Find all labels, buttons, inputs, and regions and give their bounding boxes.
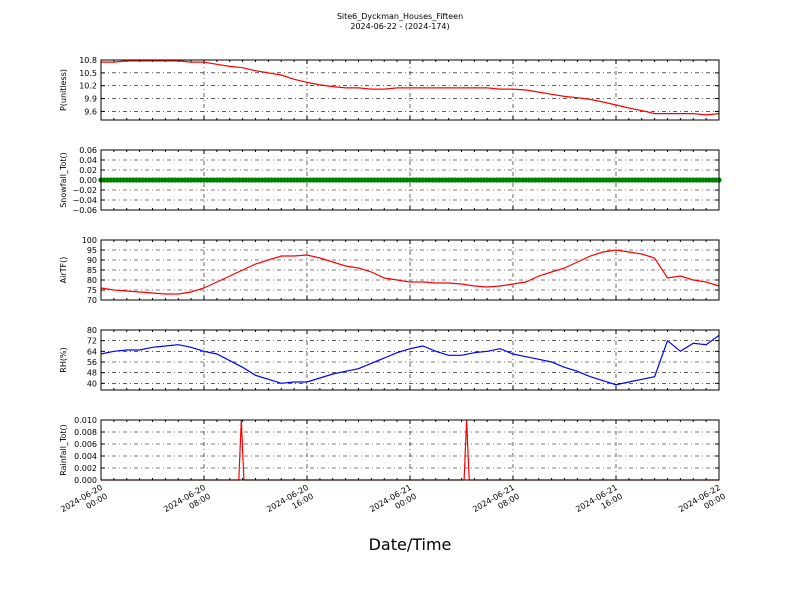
- panel-frame: [100, 419, 720, 481]
- y-tick-label: 0.04: [79, 156, 97, 165]
- y-tick-label: 90: [87, 256, 97, 265]
- series-line: [101, 60, 720, 116]
- y-tick-label: 0.00: [79, 176, 97, 185]
- series-line: [100, 334, 720, 386]
- chart-panels: 10.810.510.29.99.6P(unitless)0.060.040.0…: [59, 56, 722, 485]
- y-axis-label: Rainfall_Tot(): [59, 424, 68, 476]
- y-tick-label: 40: [87, 379, 97, 388]
- panel-frame: [100, 329, 720, 391]
- y-axis-label: P(unitless): [59, 69, 68, 111]
- y-tick-label: 0.000: [74, 476, 97, 485]
- y-tick-label: 10.5: [79, 69, 97, 78]
- y-tick-label: 72: [87, 337, 97, 346]
- chart-title-line1: Site6_Dyckman_Houses_Fifteen: [337, 12, 463, 21]
- y-tick-label: 100: [82, 236, 97, 245]
- series-line: [100, 249, 720, 295]
- y-tick-label: 85: [87, 266, 97, 275]
- y-tick-label: 56: [87, 358, 97, 367]
- y-tick-label: 9.6: [84, 107, 97, 116]
- panel-1: 0.060.040.020.00−0.02−0.04−0.06 Snowfall_…: [59, 146, 722, 215]
- y-tick-label: 10.8: [79, 56, 97, 65]
- y-tick-label: −0.02: [72, 186, 97, 195]
- y-tick-label: 95: [87, 246, 97, 255]
- y-tick-label: 70: [87, 296, 97, 305]
- panel-frame: [100, 149, 720, 211]
- y-tick-label: 0.010: [74, 416, 97, 425]
- y-axis-label: AirTF(): [59, 257, 68, 284]
- chart-title-line2: 2024-06-22 - (2024-174): [350, 22, 449, 31]
- x-axis-label: Date/Time: [369, 535, 452, 554]
- panel-4: 0.010 0.008 0.006 0.004 0.002 0.000 Rainfall_T…: [59, 416, 720, 485]
- y-tick-label: 9.9: [84, 95, 97, 104]
- y-tick-label: 0.002: [74, 464, 97, 473]
- y-tick-label: 64: [87, 347, 97, 356]
- y-axis-label: RH(%): [59, 347, 68, 372]
- y-tick-label: 0.02: [79, 166, 97, 175]
- y-tick-label: 48: [87, 369, 97, 378]
- y-axis-label: Snowfall_Tot(): [59, 152, 68, 208]
- panel-frame: [100, 59, 720, 121]
- y-tick-label: 0.008: [74, 428, 97, 437]
- panel-frame: [100, 239, 720, 301]
- y-tick-label: 0.06: [79, 146, 97, 155]
- panel-0: 10.8 10.5 10.2 9.9 9.6 P(unitless): [59, 56, 720, 121]
- y-tick-label: 80: [87, 276, 97, 285]
- y-tick-label: 10.2: [79, 82, 97, 91]
- y-tick-label: −0.06: [72, 206, 97, 215]
- y-tick-label: 0.004: [74, 452, 97, 461]
- y-tick-label: 0.006: [74, 440, 97, 449]
- y-tick-label: −0.04: [72, 196, 97, 205]
- y-tick-label: 80: [87, 326, 97, 335]
- y-tick-label: 75: [87, 286, 97, 295]
